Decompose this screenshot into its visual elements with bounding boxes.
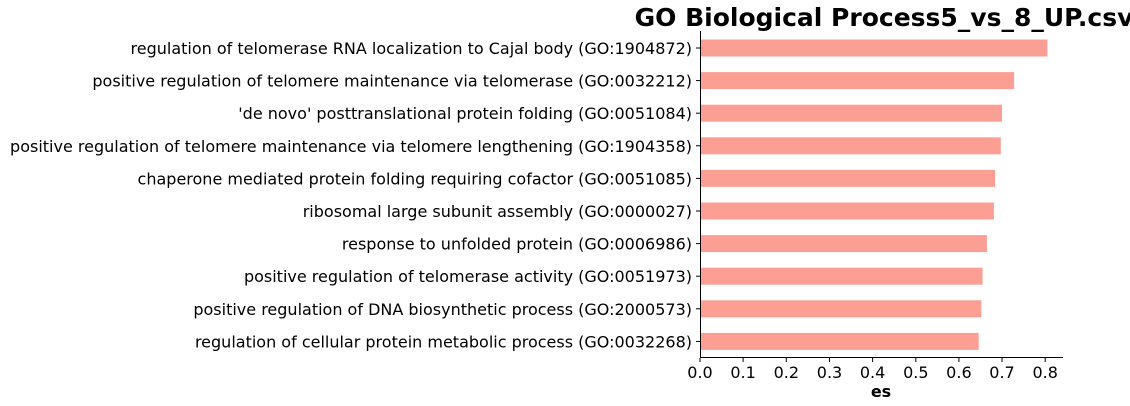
bar — [701, 300, 982, 318]
bar — [701, 169, 996, 187]
x-tick-label: 0.8 — [1032, 363, 1057, 382]
category-label: positive regulation of DNA biosynthetic … — [193, 300, 692, 319]
x-tick-label: 0.6 — [946, 363, 971, 382]
bar — [701, 104, 1002, 122]
x-tick-label: 0.1 — [730, 363, 755, 382]
category-label: positive regulation of telomere maintena… — [10, 137, 692, 156]
category-label: positive regulation of telomere maintena… — [92, 72, 692, 91]
category-label: regulation of telomerase RNA localizatio… — [131, 39, 692, 58]
category-label: ribosomal large subunit assembly (GO:000… — [303, 202, 692, 221]
x-tick-label: 0.3 — [817, 363, 842, 382]
category-label: regulation of cellular protein metabolic… — [195, 332, 692, 351]
x-tick-label: 0.4 — [860, 363, 885, 382]
category-label: chaperone mediated protein folding requi… — [138, 169, 692, 188]
bar — [701, 137, 1001, 155]
bar — [701, 202, 994, 220]
x-axis-title: es — [871, 382, 891, 401]
bar — [701, 267, 983, 285]
bar — [701, 39, 1048, 57]
bars-layer — [701, 39, 1048, 350]
x-tick-label: 0.5 — [903, 363, 928, 382]
bar — [701, 235, 987, 253]
category-label: 'de novo' posttranslational protein fold… — [238, 104, 692, 123]
category-label: response to unfolded protein (GO:0006986… — [342, 235, 692, 254]
x-tick-label: 0.0 — [687, 363, 712, 382]
bar — [701, 72, 1015, 90]
x-tick-label: 0.7 — [989, 363, 1014, 382]
category-labels: regulation of telomerase RNA localizatio… — [10, 39, 700, 351]
x-tick-label: 0.2 — [774, 363, 799, 382]
x-axis-ticks: 0.0 0.1 0.2 0.3 0.4 0.5 0.6 0.7 0.8 — [687, 358, 1058, 382]
bar — [701, 332, 979, 350]
category-label: positive regulation of telomerase activi… — [244, 267, 692, 286]
chart-title: GO Biological Process5_vs_8_UP.csv — [635, 3, 1130, 32]
